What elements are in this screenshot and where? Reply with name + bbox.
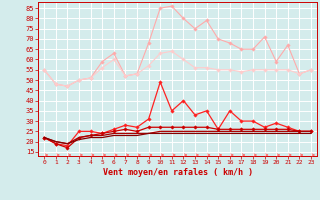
X-axis label: Vent moyen/en rafales ( km/h ): Vent moyen/en rafales ( km/h ) [103,168,252,177]
